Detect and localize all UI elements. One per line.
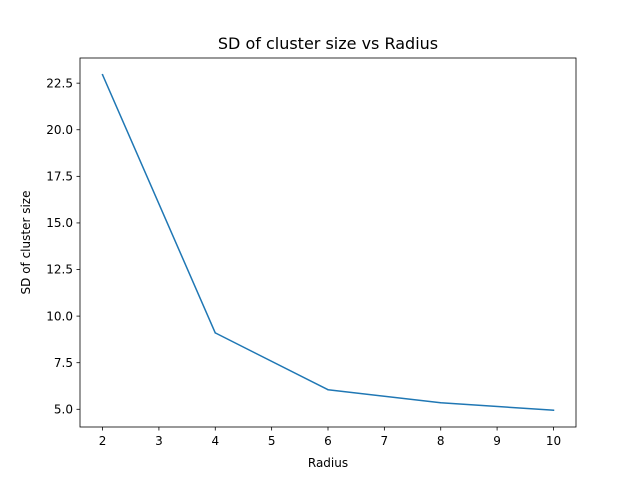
x-axis-label: Radius [308, 456, 348, 470]
x-tick-label: 5 [268, 434, 276, 448]
data-point [101, 74, 104, 76]
x-tick-label: 4 [211, 434, 219, 448]
x-axis-ticks: 2 3 4 5 6 7 8 9 10 [99, 427, 561, 448]
x-tick-label: 9 [493, 434, 501, 448]
plot-area-frame [79, 57, 577, 428]
data-point [327, 388, 329, 391]
y-tick-label: 7.5 [54, 356, 73, 370]
chart-title: SD of cluster size vs Radius [218, 34, 438, 53]
y-axis-ticks: 5.0 7.5 10.0 12.5 15.0 17.5 20.0 22.5 [46, 76, 80, 416]
x-tick-label: 7 [381, 434, 389, 448]
x-tick-label: 2 [99, 434, 107, 448]
data-point [439, 402, 442, 404]
y-tick-label: 12.5 [46, 263, 73, 277]
y-tick-label: 10.0 [46, 309, 73, 323]
y-tick-label: 20.0 [46, 123, 73, 137]
x-tick-label: 6 [324, 434, 332, 448]
data-point [552, 409, 555, 411]
x-tick-label: 8 [437, 434, 445, 448]
x-tick-label: 10 [546, 434, 561, 448]
y-axis-label: SD of cluster size [19, 191, 33, 295]
y-tick-label: 17.5 [46, 170, 73, 184]
y-tick-label: 22.5 [46, 76, 73, 90]
data-point [214, 332, 217, 334]
x-tick-label: 3 [155, 434, 163, 448]
y-tick-label: 5.0 [54, 402, 73, 416]
y-tick-label: 15.0 [46, 216, 73, 230]
series-points [101, 74, 555, 411]
